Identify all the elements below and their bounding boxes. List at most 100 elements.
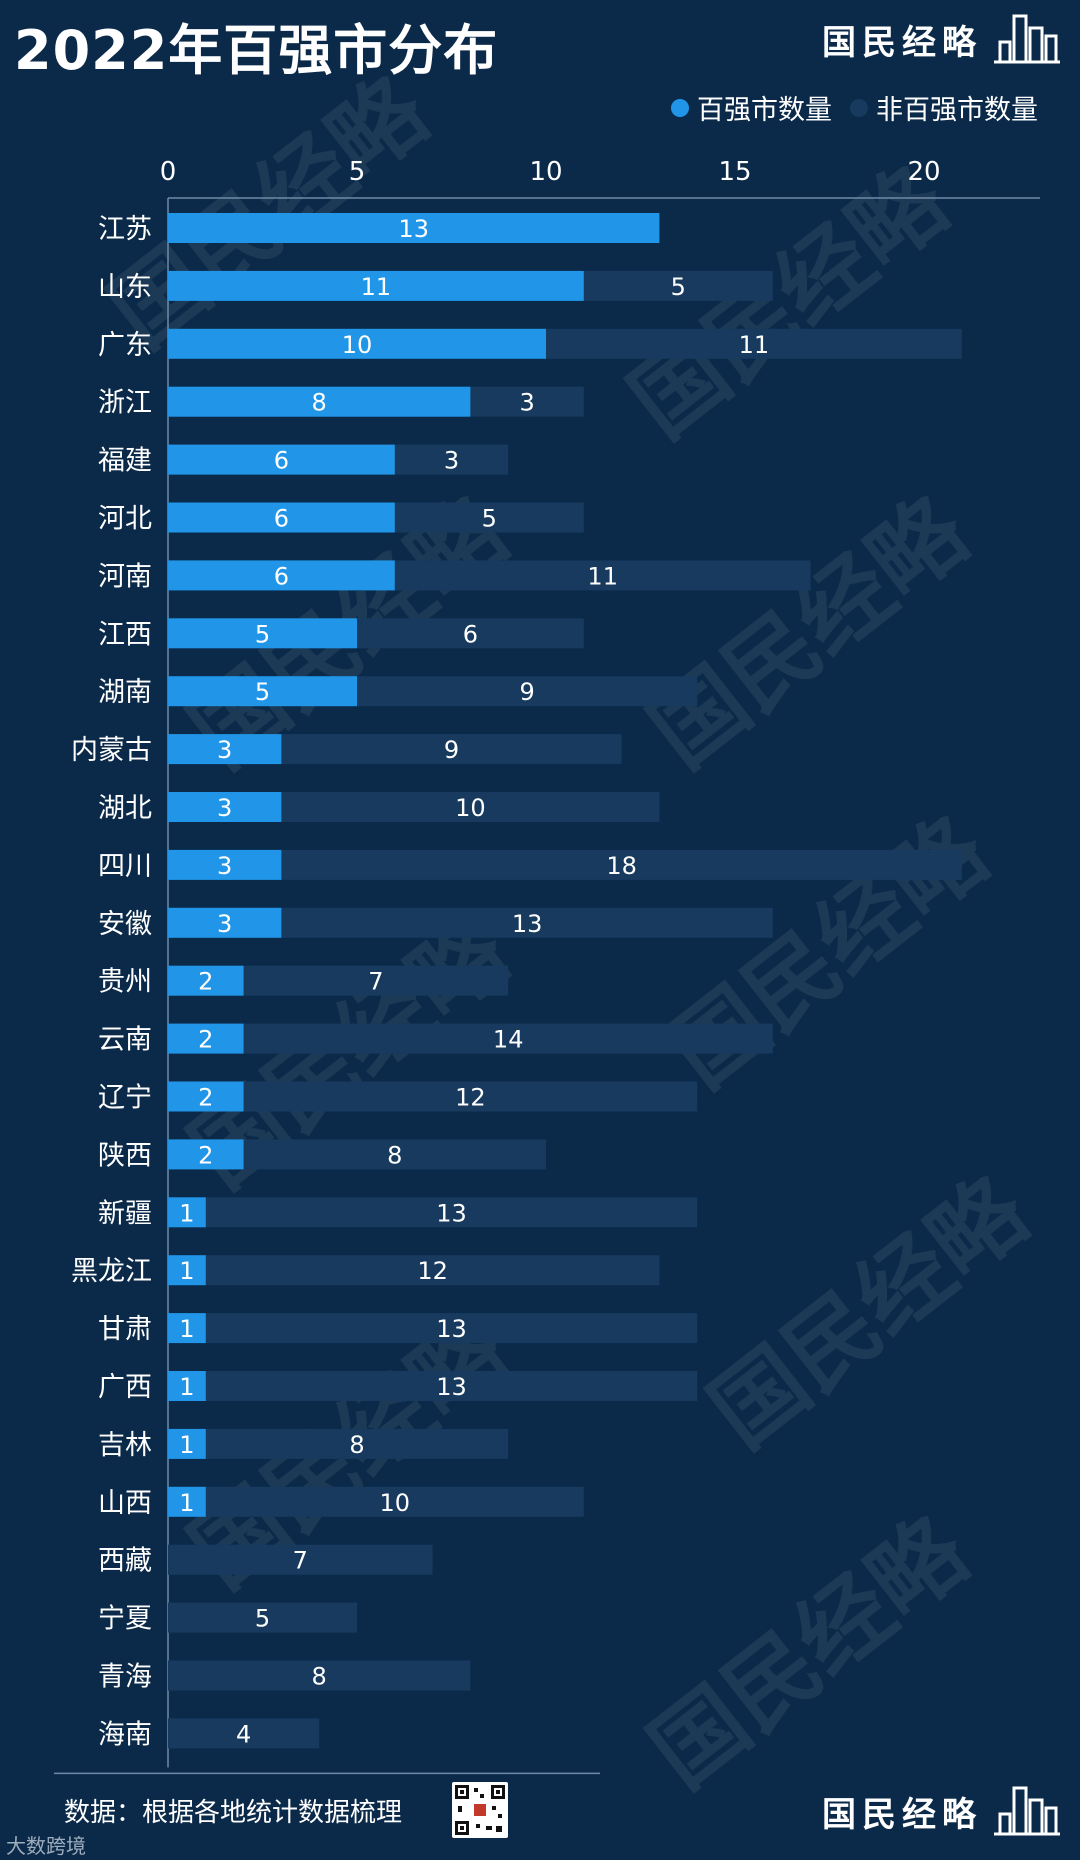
bar-top100	[168, 849, 282, 880]
bar-non-top100	[357, 618, 584, 649]
data-label-non-top100: 12	[417, 1257, 448, 1285]
data-label-non-top100: 18	[606, 852, 637, 880]
bar-top100	[168, 618, 357, 649]
data-label-top100: 3	[217, 736, 232, 764]
data-label-top100: 1	[179, 1373, 194, 1401]
city-skyline-icon	[994, 1786, 1060, 1836]
bar-top100	[168, 560, 395, 591]
category-label: 山东	[98, 272, 152, 303]
category-label: 河南	[98, 561, 152, 592]
bar-non-top100	[281, 907, 773, 938]
bar-non-top100	[243, 1081, 698, 1112]
bar-top100	[168, 1428, 206, 1459]
bar-non-top100	[281, 849, 962, 880]
bar-non-top100	[168, 1602, 357, 1633]
data-label-non-top100: 8	[387, 1141, 402, 1169]
category-label: 陕西	[98, 1140, 152, 1171]
data-label-top100: 1	[179, 1489, 194, 1517]
data-label-non-top100: 3	[519, 389, 534, 417]
data-label-top100: 8	[312, 389, 327, 417]
category-label: 湖北	[98, 793, 152, 824]
brand-name-bottom: 国民经略	[822, 1795, 982, 1835]
bar-top100	[168, 1023, 244, 1054]
bar-non-top100	[168, 1660, 471, 1691]
bar-top100	[168, 213, 660, 243]
bar-non-top100	[243, 1023, 773, 1054]
x-tick-label: 15	[718, 157, 751, 187]
bar-non-top100	[583, 270, 773, 301]
data-label-non-top100: 4	[236, 1720, 251, 1748]
data-label-top100: 2	[198, 1141, 213, 1169]
category-label: 广西	[98, 1372, 152, 1403]
bar-top100	[168, 907, 282, 938]
bar-non-top100	[168, 1544, 433, 1575]
bar-top100	[168, 1255, 206, 1286]
bar-top100	[168, 444, 395, 475]
data-label-top100: 1	[179, 1257, 194, 1285]
data-label-top100: 1	[179, 1199, 194, 1227]
legend-swatch-non-top100	[850, 98, 868, 117]
brand-logo-bottom: 国民经略	[822, 1780, 1062, 1836]
qr-code	[452, 1782, 508, 1838]
category-label: 辽宁	[98, 1083, 152, 1114]
category-label: 江西	[98, 619, 152, 650]
x-tick-label: 5	[349, 157, 366, 187]
category-label: 云南	[98, 1025, 152, 1056]
data-label-non-top100: 3	[444, 447, 459, 475]
brand-logo: 国民经略	[822, 8, 1062, 64]
bar-non-top100	[168, 1718, 320, 1749]
data-label-non-top100: 13	[436, 1315, 467, 1343]
data-label-non-top100: 5	[671, 273, 686, 301]
category-label: 安徽	[98, 909, 152, 940]
category-label: 甘肃	[98, 1314, 152, 1345]
data-label-top100: 5	[255, 620, 270, 648]
chart-title: 2022年百强市分布	[14, 19, 499, 82]
data-label-non-top100: 10	[455, 794, 486, 822]
category-label: 四川	[98, 851, 152, 882]
category-label: 海南	[98, 1719, 152, 1750]
bar-non-top100	[470, 386, 584, 417]
bar-top100	[168, 328, 546, 359]
category-label: 西藏	[98, 1546, 152, 1577]
bar-non-top100	[357, 676, 698, 707]
data-label-non-top100: 11	[739, 331, 770, 359]
category-label: 吉林	[98, 1430, 152, 1461]
qr-code-icon	[455, 1785, 505, 1835]
data-label-non-top100: 13	[512, 910, 543, 938]
data-label-non-top100: 5	[482, 505, 497, 533]
bar-non-top100	[205, 1197, 698, 1228]
category-label: 贵州	[98, 967, 152, 998]
bar-non-top100	[394, 502, 584, 533]
category-label: 山西	[98, 1488, 152, 1519]
legend-swatch-top100	[671, 98, 689, 117]
category-label: 河北	[98, 504, 152, 535]
data-label-non-top100: 5	[255, 1605, 270, 1633]
category-label: 新疆	[98, 1198, 152, 1229]
data-label-top100: 13	[398, 215, 429, 243]
data-label-top100: 2	[198, 1026, 213, 1054]
bar-non-top100	[281, 792, 660, 822]
data-label-top100: 11	[361, 273, 392, 301]
data-label-non-top100: 8	[312, 1663, 327, 1691]
legend-item-top100: 百强市数量	[671, 88, 832, 127]
data-label-non-top100: 7	[368, 968, 383, 996]
bar-top100	[168, 270, 584, 301]
category-label: 湖南	[98, 677, 152, 708]
source-note: 数据：根据各地统计数据梳理	[64, 1798, 403, 1828]
bar-non-top100	[205, 1428, 509, 1459]
category-label: 福建	[98, 446, 152, 477]
data-label-top100: 6	[274, 447, 289, 475]
bar-top100	[168, 1139, 244, 1170]
data-label-non-top100: 9	[519, 678, 534, 706]
legend: 百强市数量 非百强市数量	[671, 88, 1038, 127]
city-skyline-icon	[994, 14, 1060, 64]
bar-top100	[168, 1197, 206, 1228]
bar-non-top100	[394, 560, 811, 591]
data-label-top100: 3	[217, 794, 232, 822]
bar-non-top100	[243, 1139, 546, 1170]
data-label-top100: 3	[217, 852, 232, 880]
bar-top100	[168, 1371, 206, 1401]
data-label-non-top100: 9	[444, 736, 459, 764]
data-label-non-top100: 13	[436, 1199, 467, 1227]
